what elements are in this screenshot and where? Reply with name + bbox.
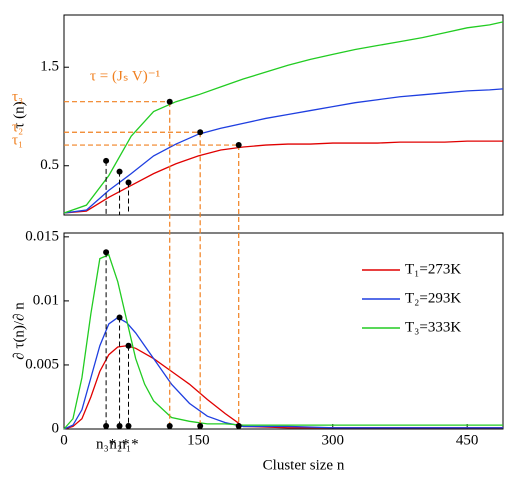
y-axis-label: τ (n) <box>11 101 27 128</box>
tangent-point <box>103 157 110 164</box>
series-line <box>63 140 503 214</box>
tangent-point <box>116 168 123 175</box>
annotation: τ = (Jₛ V)⁻¹ <box>90 68 160 84</box>
peak-point <box>116 314 123 321</box>
y-tick-label: 0.01 <box>33 292 59 308</box>
plot-frame <box>63 232 504 430</box>
guide-foot <box>235 423 242 429</box>
peak-label: n₁* <box>118 436 138 452</box>
x-tick-label: 450 <box>456 432 479 448</box>
series-line <box>63 88 504 214</box>
legend-label: T₃=333K <box>405 319 461 335</box>
guide-label: τ₁ <box>12 132 23 148</box>
peak-point <box>103 249 110 256</box>
y-axis-label: ∂ τ(n)/∂ n <box>11 302 27 360</box>
guide-foot <box>197 423 204 429</box>
x-tick-label: 0 <box>60 432 68 448</box>
y-tick-label: 0 <box>52 420 60 436</box>
guide-label: τ₂ <box>12 120 23 136</box>
tangent-point <box>125 179 132 186</box>
peak-foot <box>116 423 123 429</box>
peak-label: n₃* <box>96 436 116 452</box>
x-tick-label: 300 <box>322 432 345 448</box>
y-tick-label: 0.015 <box>25 228 59 244</box>
guide-point <box>166 98 173 105</box>
peak-foot <box>125 423 132 429</box>
series-line <box>63 21 504 214</box>
x-axis-label: Cluster size n <box>263 457 345 473</box>
series-line <box>63 316 503 430</box>
guide-foot <box>166 423 173 429</box>
y-tick-label: 0.005 <box>25 356 59 372</box>
guide-point <box>197 129 204 136</box>
legend-label: T₂=293K <box>405 290 461 306</box>
peak-point <box>125 342 132 349</box>
plot-frame <box>63 14 504 216</box>
y-tick-label: 1.5 <box>40 59 59 75</box>
guide-label: τ₃ <box>12 89 23 105</box>
y-tick-label: 0.5 <box>40 157 59 173</box>
series-line <box>63 253 503 430</box>
series-line <box>63 345 503 430</box>
x-tick-label: 150 <box>187 432 210 448</box>
peak-foot <box>103 423 110 429</box>
guide-point <box>235 142 242 149</box>
peak-label: n₂* <box>109 436 129 452</box>
legend-label: T₁=273K <box>405 261 461 277</box>
